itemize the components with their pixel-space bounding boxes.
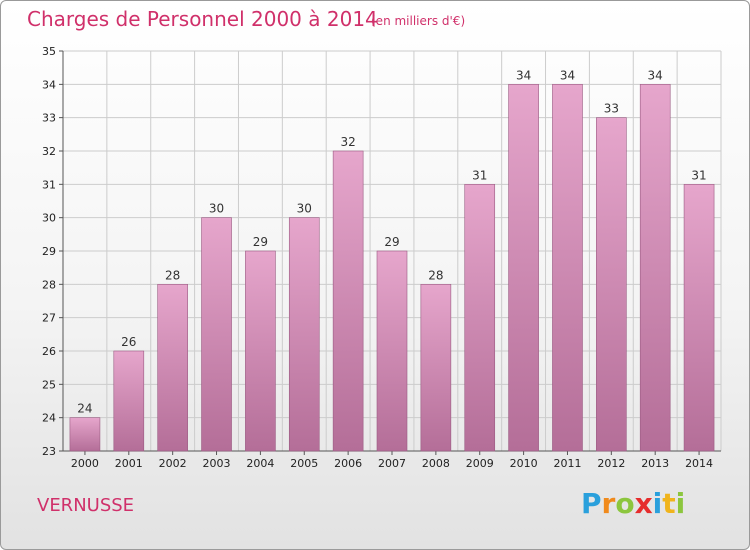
y-tick-label: 32 [42, 145, 56, 158]
x-tick-label: 2001 [115, 457, 143, 470]
data-label: 31 [691, 168, 706, 182]
logo-letter: P [581, 487, 602, 520]
bar [245, 250, 276, 452]
data-label: 26 [121, 335, 136, 349]
y-tick-label: 33 [42, 112, 56, 125]
data-label: 31 [472, 168, 487, 182]
logo-letter: i [675, 487, 686, 520]
bars [69, 84, 715, 452]
bar [288, 217, 320, 452]
x-tick-label: 2004 [246, 457, 274, 470]
data-label: 28 [428, 268, 443, 282]
data-label: 30 [209, 202, 224, 216]
x-tick-label: 2008 [422, 457, 450, 470]
data-label: 32 [340, 135, 355, 149]
y-tick-label: 30 [42, 212, 56, 225]
x-tick-label: 2000 [71, 457, 99, 470]
data-label: 30 [297, 202, 312, 216]
bar [683, 184, 715, 452]
y-tick-label: 29 [42, 245, 56, 258]
bar [113, 350, 145, 452]
x-tick-label: 2011 [553, 457, 581, 470]
y-tick-label: 24 [42, 412, 56, 425]
y-tick-label: 23 [42, 445, 56, 458]
logo-letter: r [601, 487, 616, 520]
x-tick-label: 2002 [159, 457, 187, 470]
x-tick-label: 2010 [510, 457, 538, 470]
x-tick-label: 2014 [685, 457, 713, 470]
commune-name: VERNUSSE [37, 495, 135, 516]
bar [552, 84, 583, 452]
data-label: 34 [648, 68, 663, 82]
bar [201, 217, 232, 452]
bar [596, 117, 627, 452]
bar [376, 250, 408, 452]
y-tick-label: 25 [42, 378, 56, 391]
y-tick-label: 31 [42, 178, 56, 191]
y-tick-label: 27 [42, 312, 56, 325]
data-labels: 24 26 28 30 29 30 32 29 28 31 34 34 33 34 31 [77, 68, 706, 415]
bar [332, 150, 364, 452]
logo-letter: t [662, 487, 676, 520]
proxiti-logo: Proxiti [581, 487, 685, 520]
x-tick-label: 2007 [378, 457, 406, 470]
chart-subtitle: (en milliers d'€) [371, 14, 466, 28]
x-tick-label: 2006 [334, 457, 362, 470]
bar [508, 84, 539, 452]
data-label: 34 [516, 68, 531, 82]
logo-letter: i [652, 487, 663, 520]
y-tick-label: 35 [42, 45, 56, 58]
data-label: 34 [560, 68, 575, 82]
data-label: 28 [165, 268, 180, 282]
data-label: 29 [384, 235, 399, 249]
bar [464, 184, 496, 452]
chart-title: Charges de Personnel 2000 à 2014 [27, 7, 378, 31]
logo-letter: x [634, 487, 653, 520]
logo-letter: o [615, 487, 635, 520]
x-tick-label: 2012 [597, 457, 625, 470]
bar [639, 84, 671, 452]
x-tick-label: 2013 [641, 457, 669, 470]
y-tick-label: 34 [42, 78, 56, 91]
x-tick-label: 2003 [203, 457, 231, 470]
bar [420, 284, 452, 452]
bar [157, 284, 188, 452]
y-tick-label: 26 [42, 345, 56, 358]
data-label: 24 [77, 402, 92, 416]
data-label: 33 [604, 102, 619, 116]
bar [69, 417, 101, 452]
y-tick-label: 28 [42, 278, 56, 291]
x-tick-label: 2005 [290, 457, 318, 470]
x-tick-label: 2009 [466, 457, 494, 470]
data-label: 29 [253, 235, 268, 249]
